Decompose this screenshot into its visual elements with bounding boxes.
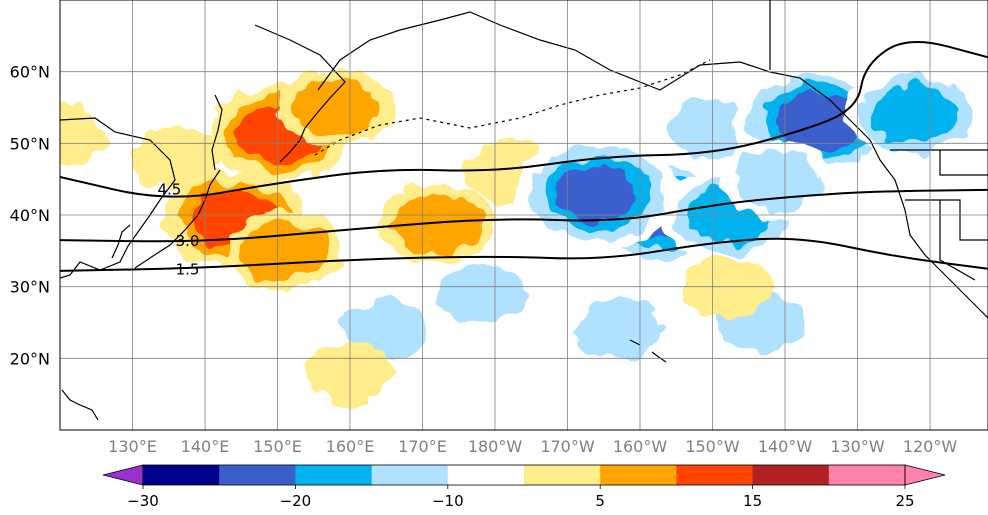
kamchatka-coastline <box>254 19 441 163</box>
longitude-tick-label: 170°W <box>540 437 595 456</box>
canada-border <box>769 0 988 176</box>
latitude-tick-label: 40°N <box>10 206 50 225</box>
aleutian-chain <box>314 59 711 156</box>
longitude-tick-label: 140°E <box>181 437 230 456</box>
contour-line <box>60 237 988 272</box>
latitude-tick-labels: 60°N 50°N 40°N 30°N 20°N <box>10 63 50 369</box>
mean-contours: 1.5 3.0 4.5 <box>60 40 988 278</box>
longitude-tick-labels: 130°E 140°E 150°E 160°E 170°E 180°W 170°W 160°W… <box>108 437 957 456</box>
japan-coastline <box>134 169 221 269</box>
longitude-tick-label: 180°W <box>468 437 523 456</box>
colorbar-segment <box>371 465 449 485</box>
contour-label: 3.0 <box>176 232 200 250</box>
colorbar-tick-label: 15 <box>743 492 762 510</box>
alaska-coastline <box>439 11 988 319</box>
contour-label: 4.5 <box>157 181 181 199</box>
anomaly-patch <box>131 127 221 189</box>
longitude-tick-label: 150°E <box>253 437 302 456</box>
colorbar-frame <box>142 464 906 486</box>
longitude-tick-label: 140°W <box>758 437 813 456</box>
colorbar-tick-labels: −30 −20 −10 5 15 25 <box>127 485 915 510</box>
colorbar-segment <box>828 465 906 485</box>
longitude-tick-label: 120°W <box>903 437 958 456</box>
colorbar-extend-min <box>102 464 144 486</box>
latitude-tick-label: 20°N <box>10 349 50 368</box>
colorbar-tick-label: −20 <box>280 492 312 510</box>
colorbar-segment <box>143 465 220 485</box>
contour-line <box>60 188 988 243</box>
longitude-tick-label: 160°W <box>613 437 668 456</box>
anomaly-patch <box>291 77 380 138</box>
anomaly-patch <box>60 105 105 167</box>
contour-label: 1.5 <box>176 260 200 278</box>
colorbar <box>102 464 946 486</box>
colorbar-extend-max <box>904 464 946 486</box>
latitude-tick-label: 60°N <box>10 63 50 82</box>
longitude-tick-label: 130°W <box>830 437 885 456</box>
longitude-tick-label: 150°W <box>685 437 740 456</box>
philippines-coastline <box>61 389 99 421</box>
longitude-tick-label: 130°E <box>108 437 157 456</box>
anomaly-patch <box>734 149 822 209</box>
colorbar-tick-label: −10 <box>432 492 464 510</box>
contour-line <box>60 40 988 198</box>
anomaly-patch <box>436 264 525 324</box>
colorbar-segment <box>295 465 373 485</box>
colorbar-segment <box>219 465 296 485</box>
colorbar-segment <box>524 465 601 485</box>
colorbar-segment <box>447 465 525 485</box>
longitude-tick-label: 160°E <box>326 437 375 456</box>
sakhalin-coastline <box>211 94 223 171</box>
gridlines <box>60 0 988 430</box>
plot-frame <box>59 0 988 431</box>
colorbar-segment <box>600 465 677 485</box>
anomaly-patch <box>873 85 958 144</box>
latitude-tick-label: 50°N <box>10 134 50 153</box>
anomaly-patch <box>241 221 329 281</box>
anomaly-patch <box>574 299 662 360</box>
colorbar-segment <box>676 465 754 485</box>
colorbar-tick-label: 25 <box>895 492 914 510</box>
longitude-tick-label: 170°E <box>398 437 447 456</box>
latitude-tick-label: 30°N <box>10 278 50 297</box>
us-state-borders <box>905 199 988 281</box>
korea-coastline <box>111 224 131 259</box>
colorbar-tick-label: 5 <box>595 492 605 510</box>
colorbar-tick-label: −30 <box>127 492 159 510</box>
anomaly-patch <box>555 165 638 222</box>
colorbar-segment <box>752 465 830 485</box>
